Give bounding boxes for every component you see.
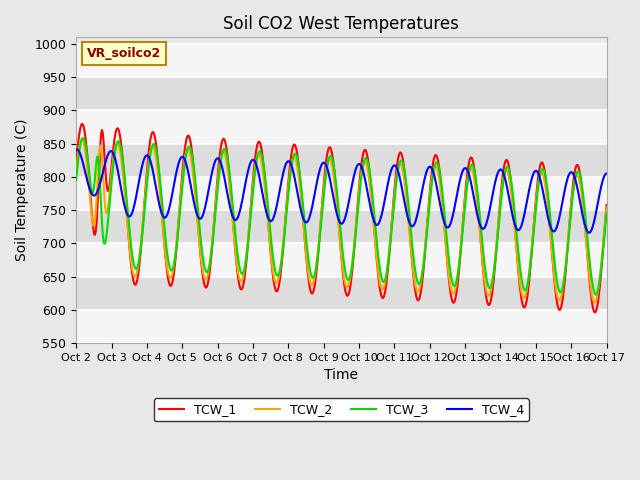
TCW_2 [438,197,445,203]
TCW_3 [79,135,86,141]
Bar [76,77,607,110]
TCW_3 [555,287,563,292]
Bar [76,276,607,310]
TCW_1 [385,252,393,258]
TCW_1 [591,310,598,315]
TCW_3 [438,182,445,188]
TCW_3 [72,177,80,183]
Y-axis label: Soil Temperature (C): Soil Temperature (C) [15,119,29,262]
TCW_4 [334,214,342,220]
Bar [76,210,607,243]
Line: TCW_2: TCW_2 [76,139,607,302]
TCW_4 [73,146,81,152]
TCW_2 [555,297,563,303]
TCW_1 [555,306,563,312]
Bar [76,243,607,276]
Bar [76,44,607,77]
Title: Soil CO2 West Temperatures: Soil CO2 West Temperatures [223,15,460,33]
TCW_2 [591,300,598,305]
X-axis label: Time: Time [324,368,358,382]
TCW_1 [78,121,86,127]
Text: VR_soilco2: VR_soilco2 [87,47,161,60]
TCW_4 [585,230,593,236]
Line: TCW_3: TCW_3 [76,138,607,294]
TCW_4 [385,175,393,180]
TCW_2 [385,246,393,252]
TCW_1 [334,207,342,213]
TCW_1 [603,202,611,208]
TCW_2 [189,173,197,179]
Bar [76,110,607,144]
TCW_2 [603,204,611,210]
Line: TCW_1: TCW_1 [76,124,607,312]
TCW_3 [603,210,611,216]
TCW_3 [591,291,599,297]
TCW_1 [72,162,80,168]
TCW_2 [212,194,220,200]
TCW_1 [438,188,445,193]
TCW_2 [72,168,80,174]
Bar [76,144,607,177]
TCW_1 [189,161,197,167]
TCW_4 [212,156,220,162]
TCW_4 [555,217,563,223]
TCW_2 [334,214,342,219]
TCW_4 [603,170,611,176]
TCW_1 [212,192,220,198]
TCW_3 [212,202,220,208]
TCW_4 [72,147,80,153]
Bar [76,310,607,343]
TCW_3 [189,160,197,166]
TCW_3 [385,251,393,257]
TCW_3 [334,196,342,202]
TCW_4 [189,196,197,202]
TCW_2 [78,136,86,142]
TCW_4 [438,209,445,215]
Line: TCW_4: TCW_4 [76,149,607,233]
Legend: TCW_1, TCW_2, TCW_3, TCW_4: TCW_1, TCW_2, TCW_3, TCW_4 [154,398,529,421]
Bar [76,177,607,210]
